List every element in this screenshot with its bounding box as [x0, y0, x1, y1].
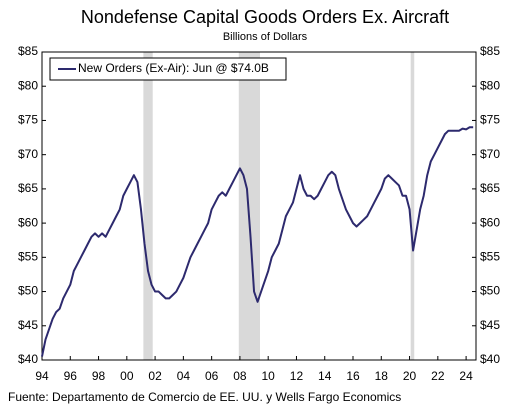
x-tick-label: 20	[403, 369, 417, 383]
recession-shade	[143, 52, 153, 360]
x-tick-label: 18	[375, 369, 389, 383]
x-tick-label: 04	[177, 369, 191, 383]
x-tick-label: 10	[262, 369, 276, 383]
source-note: Fuente: Departamento de Comercio de EE. …	[8, 390, 401, 404]
y2-tick-label: $70	[480, 147, 500, 161]
y-tick-label: $60	[18, 215, 38, 229]
x-tick-label: 12	[290, 369, 304, 383]
x-tick-label: 22	[431, 369, 445, 383]
y-tick-label: $40	[18, 352, 38, 366]
x-tick-label: 98	[92, 369, 106, 383]
y2-tick-label: $85	[480, 44, 500, 58]
x-tick-label: 16	[346, 369, 360, 383]
data-line	[41, 126, 474, 357]
y-tick-label: $80	[18, 78, 38, 92]
x-tick-label: 24	[459, 369, 473, 383]
y-tick-label: $45	[18, 318, 38, 332]
x-tick-label: 06	[205, 369, 219, 383]
x-tick-label: 96	[64, 369, 78, 383]
y2-tick-label: $55	[480, 250, 500, 264]
y2-tick-label: $45	[480, 318, 500, 332]
y-tick-label: $70	[18, 147, 38, 161]
x-tick-label: 08	[233, 369, 247, 383]
x-tick-label: 00	[120, 369, 134, 383]
plot-frame	[41, 51, 477, 361]
y2-tick-label: $80	[480, 78, 500, 92]
y2-tick-label: $40	[480, 352, 500, 366]
x-tick-label: 94	[35, 369, 49, 383]
y2-tick-label: $75	[480, 113, 500, 127]
x-tick-label: 02	[148, 369, 162, 383]
recession-shade	[410, 52, 415, 360]
x-tick-label: 14	[318, 369, 332, 383]
y-tick-label: $75	[18, 113, 38, 127]
y2-tick-label: $50	[480, 284, 500, 298]
y-tick-label: $50	[18, 284, 38, 298]
y-tick-label: $65	[18, 181, 38, 195]
legend-label: New Orders (Ex-Air): Jun @ $74.0B	[78, 61, 269, 75]
recession-shade	[238, 52, 260, 360]
y-tick-label: $55	[18, 250, 38, 264]
y-tick-label: $85	[18, 44, 38, 58]
chart-title: Nondefense Capital Goods Orders Ex. Airc…	[81, 7, 449, 27]
y2-tick-label: $60	[480, 215, 500, 229]
chart-subtitle: Billions of Dollars	[223, 31, 308, 43]
y2-tick-label: $65	[480, 181, 500, 195]
legend-box	[49, 57, 287, 81]
